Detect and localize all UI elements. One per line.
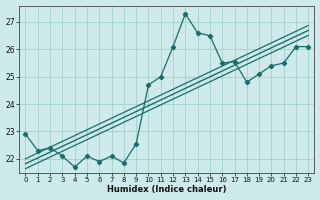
- X-axis label: Humidex (Indice chaleur): Humidex (Indice chaleur): [107, 185, 227, 194]
